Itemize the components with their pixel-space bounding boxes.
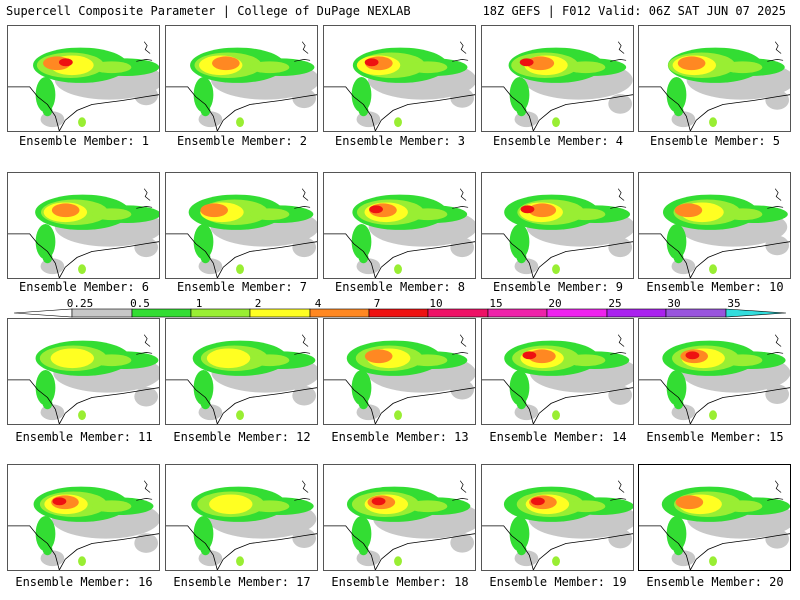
map-image bbox=[8, 188, 159, 278]
colorbar-segment bbox=[546, 308, 608, 318]
map-image bbox=[166, 334, 317, 424]
colorbar-left-arrow bbox=[13, 308, 73, 318]
member-caption: Ensemble Member: 18 bbox=[331, 575, 469, 589]
colorbar-segment bbox=[131, 308, 192, 318]
member-caption: Ensemble Member: 7 bbox=[176, 280, 308, 294]
member-caption: Ensemble Member: 20 bbox=[646, 575, 784, 589]
map-image bbox=[8, 480, 159, 570]
colorbar-label: 30 bbox=[667, 297, 681, 310]
map-image bbox=[8, 41, 159, 131]
map-image bbox=[166, 41, 317, 131]
member-caption: Ensemble Member: 1 bbox=[18, 134, 150, 148]
map-image bbox=[482, 188, 633, 278]
map-image bbox=[324, 41, 475, 131]
map-panel[interactable] bbox=[481, 318, 634, 425]
map-panel[interactable] bbox=[165, 318, 318, 425]
colorbar-segment bbox=[249, 308, 311, 318]
map-panel[interactable] bbox=[481, 464, 634, 571]
map-panel[interactable] bbox=[165, 464, 318, 571]
colorbar-label: 7 bbox=[373, 297, 381, 310]
member-caption: Ensemble Member: 6 bbox=[18, 280, 150, 294]
member-caption: Ensemble Member: 19 bbox=[489, 575, 627, 589]
run-info: 18Z GEFS | F012 Valid: 06Z SAT JUN 07 20… bbox=[482, 4, 786, 18]
map-image bbox=[482, 480, 633, 570]
colorbar-segment bbox=[665, 308, 727, 318]
map-panel[interactable] bbox=[323, 172, 476, 279]
member-caption: Ensemble Member: 17 bbox=[173, 575, 311, 589]
colorbar-label: 4 bbox=[314, 297, 322, 310]
map-panel[interactable] bbox=[7, 172, 160, 279]
map-image bbox=[482, 334, 633, 424]
colorbar-right-arrow bbox=[725, 308, 787, 318]
page-title: Supercell Composite Parameter | College … bbox=[6, 4, 411, 18]
member-caption: Ensemble Member: 10 bbox=[646, 280, 784, 294]
colorbar-label: 0.5 bbox=[130, 297, 150, 310]
colorbar bbox=[13, 308, 787, 318]
colorbar-segment bbox=[190, 308, 251, 318]
colorbar-label: 0.25 bbox=[66, 297, 94, 310]
map-panel[interactable] bbox=[323, 25, 476, 132]
map-panel[interactable] bbox=[323, 464, 476, 571]
map-panel[interactable] bbox=[323, 318, 476, 425]
member-caption: Ensemble Member: 15 bbox=[646, 430, 784, 444]
colorbar-label: 1 bbox=[195, 297, 203, 310]
member-caption: Ensemble Member: 11 bbox=[15, 430, 153, 444]
map-panel[interactable] bbox=[638, 25, 791, 132]
map-image bbox=[639, 188, 790, 278]
colorbar-segment bbox=[487, 308, 548, 318]
colorbar-segment bbox=[606, 308, 667, 318]
member-caption: Ensemble Member: 9 bbox=[492, 280, 624, 294]
colorbar-label: 35 bbox=[727, 297, 741, 310]
colorbar-segment bbox=[71, 308, 133, 318]
member-caption: Ensemble Member: 2 bbox=[176, 134, 308, 148]
map-panel[interactable] bbox=[481, 25, 634, 132]
map-image bbox=[639, 334, 790, 424]
map-image bbox=[166, 188, 317, 278]
member-caption: Ensemble Member: 12 bbox=[173, 430, 311, 444]
colorbar-segment bbox=[309, 308, 370, 318]
map-panel[interactable] bbox=[638, 318, 791, 425]
colorbar-label: 10 bbox=[429, 297, 443, 310]
colorbar-label: 2 bbox=[254, 297, 262, 310]
colorbar-label: 15 bbox=[489, 297, 503, 310]
member-caption: Ensemble Member: 8 bbox=[334, 280, 466, 294]
map-panel[interactable] bbox=[481, 172, 634, 279]
map-image bbox=[324, 480, 475, 570]
member-caption: Ensemble Member: 16 bbox=[15, 575, 153, 589]
member-caption: Ensemble Member: 3 bbox=[334, 134, 466, 148]
member-caption: Ensemble Member: 14 bbox=[489, 430, 627, 444]
member-caption: Ensemble Member: 5 bbox=[649, 134, 781, 148]
map-panel[interactable] bbox=[165, 172, 318, 279]
map-panel[interactable] bbox=[638, 464, 791, 571]
map-image bbox=[482, 41, 633, 131]
map-panel[interactable] bbox=[638, 172, 791, 279]
map-panel[interactable] bbox=[7, 25, 160, 132]
map-image bbox=[166, 480, 317, 570]
colorbar-label: 25 bbox=[608, 297, 622, 310]
map-panel[interactable] bbox=[7, 464, 160, 571]
map-image bbox=[324, 188, 475, 278]
map-image bbox=[639, 480, 790, 570]
member-caption: Ensemble Member: 4 bbox=[492, 134, 624, 148]
colorbar-segment bbox=[368, 308, 429, 318]
map-panel[interactable] bbox=[165, 25, 318, 132]
map-image bbox=[8, 334, 159, 424]
map-panel[interactable] bbox=[7, 318, 160, 425]
colorbar-segment bbox=[427, 308, 489, 318]
map-image bbox=[639, 41, 790, 131]
colorbar-label: 20 bbox=[548, 297, 562, 310]
member-caption: Ensemble Member: 13 bbox=[331, 430, 469, 444]
map-image bbox=[324, 334, 475, 424]
